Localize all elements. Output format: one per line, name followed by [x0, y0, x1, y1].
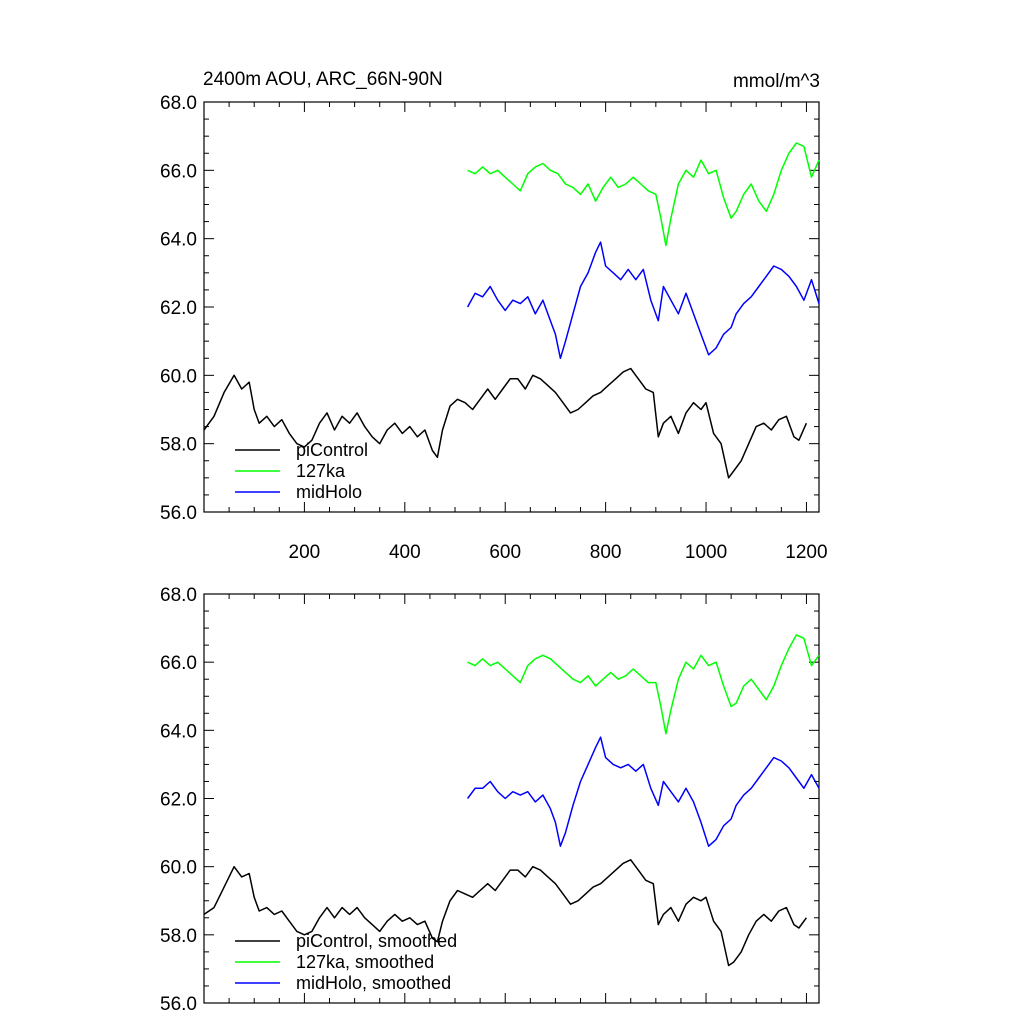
- series-line-midholo: [466, 241, 820, 360]
- x-tick-label: 1000: [685, 542, 727, 563]
- x-tick-label: 400: [389, 542, 421, 563]
- y-tick-label: 58.0: [160, 926, 197, 947]
- legend-label: midHolo: [296, 482, 362, 502]
- chart-panel-top: 56.0 58.0 60.0 62.0 64.0 66.0 68.0 200 400 600 800…: [160, 93, 828, 563]
- y-tick-label: 62.0: [160, 790, 197, 811]
- y-tick-label: 68.0: [160, 93, 197, 114]
- series-line-127ka: [467, 142, 820, 247]
- y-tick-label: 64.0: [160, 230, 197, 251]
- y-tick-label: 60.0: [160, 858, 197, 879]
- units-label: mmol/m^3: [733, 71, 820, 92]
- y-tick-label: 58.0: [160, 435, 197, 456]
- y-tick-label: 66.0: [160, 161, 197, 182]
- legend-label: piControl: [296, 440, 368, 460]
- y-tick-label: 56.0: [160, 994, 197, 1015]
- series-line-picontrol: [203, 367, 808, 479]
- legend-label: 127ka, smoothed: [296, 952, 434, 972]
- series-line-midholo: [466, 736, 820, 847]
- y-tick-label: 68.0: [160, 585, 197, 606]
- series-line-127ka: [467, 634, 820, 735]
- x-tick-label: 200: [289, 542, 321, 563]
- legend-label: piControl, smoothed: [296, 931, 457, 951]
- y-tick-label: 60.0: [160, 366, 197, 387]
- x-tick-label: 800: [590, 542, 622, 563]
- series-line-picontrol: [203, 859, 808, 967]
- legend-label: 127ka: [296, 461, 346, 481]
- y-tick-label: 56.0: [160, 503, 197, 524]
- x-tick-label: 1200: [785, 542, 827, 563]
- y-tick-label: 62.0: [160, 298, 197, 319]
- y-tick-label: 64.0: [160, 721, 197, 742]
- chart-panel-bottom: 56.0 58.0 60.0 62.0 64.0 66.0 68.0 piControl, s…: [160, 585, 820, 1015]
- y-tick-label: 66.0: [160, 653, 197, 674]
- legend-label: midHolo, smoothed: [296, 973, 451, 993]
- chart-title: 2400m AOU, ARC_66N-90N: [203, 69, 443, 90]
- x-tick-label: 600: [489, 542, 521, 563]
